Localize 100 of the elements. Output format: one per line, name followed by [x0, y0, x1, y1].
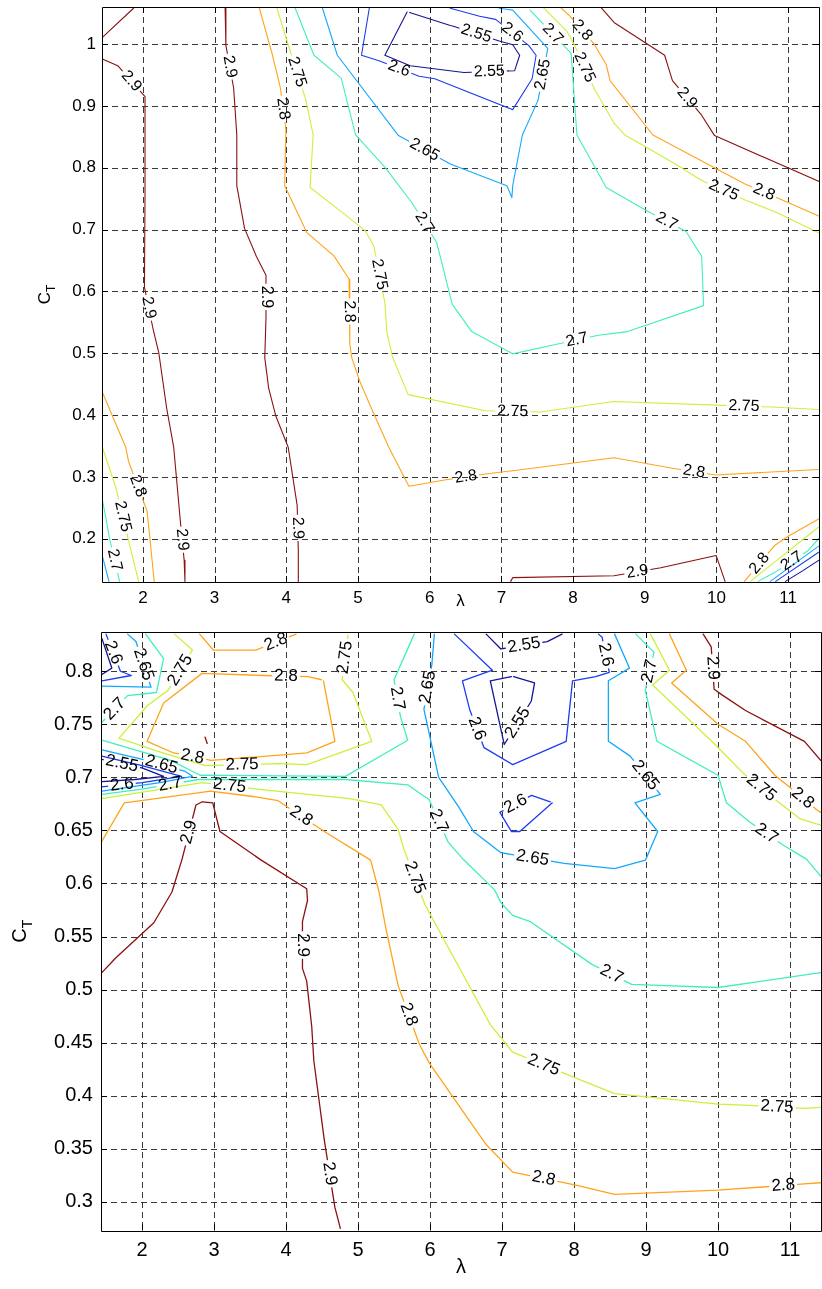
annotation: 2.7 [539, 19, 568, 48]
annotation: 2.8 [770, 1174, 796, 1195]
annotation: 2.8 [396, 999, 423, 1029]
x-tick-label: 3 [208, 1238, 220, 1261]
annotation: 2.8 [179, 744, 207, 768]
annotation: 2.8 [569, 15, 597, 44]
annotation: 2.8 [453, 465, 479, 486]
annotation: 2.8 [787, 782, 819, 813]
annotation: 2.7 [636, 657, 661, 685]
annotation: 2.9 [173, 527, 193, 552]
annotation: 2.8 [744, 548, 773, 577]
annotation: 2.6 [386, 55, 413, 80]
annotation: 2.75 [742, 769, 781, 806]
annotation: 2.55 [506, 632, 542, 657]
x-tick-label: 10 [706, 1238, 730, 1261]
annotation: 2.6 [498, 17, 527, 46]
annotation: 2.9 [703, 655, 724, 681]
annotation: 2.9 [624, 560, 650, 581]
annotation: 2.75 [760, 1095, 795, 1117]
annotation: 2.75 [285, 54, 311, 90]
annotation: 2.75 [369, 257, 392, 292]
annotation: 2.55 [103, 750, 141, 776]
annotation: 2.55 [473, 61, 506, 80]
annotation: 2.7 [751, 818, 783, 848]
annotation: 2.75 [111, 499, 136, 534]
annotation: 2.9 [293, 933, 313, 957]
annotation: 2.8 [261, 628, 291, 655]
y-axis-title: CT [35, 284, 59, 305]
y-tick-label: 0.8 [65, 658, 93, 681]
annotation: 2.9 [118, 66, 147, 95]
annotation: 2.7 [425, 805, 453, 836]
annotation: 2.9 [258, 285, 276, 309]
annotation: 2.75 [400, 858, 431, 897]
x-tick-label: 4 [280, 1238, 292, 1261]
y-tick-label: 0.45 [54, 1030, 93, 1053]
annotation: 2.75 [332, 639, 356, 675]
annotation: 2.75 [497, 401, 529, 420]
y-tick-label: 0.6 [72, 281, 96, 301]
annotation: 2.7 [412, 208, 439, 237]
y-tick-label: 0.4 [65, 1083, 93, 1106]
annotation: 2.6 [500, 789, 531, 818]
x-tick-label: 8 [568, 1238, 580, 1261]
annotation: 2.75 [212, 773, 248, 797]
x-tick-label: 10 [707, 587, 726, 607]
annotation: 2.75 [225, 753, 259, 774]
annotation: 2.9 [220, 54, 242, 80]
annotation: 2.8 [750, 178, 779, 204]
annotation: 2.7 [777, 547, 806, 574]
annotation: 2.65 [407, 133, 443, 164]
y-tick-label: 0.4 [72, 404, 96, 424]
annotation: 2.65 [130, 645, 159, 683]
annotation: 2.7 [386, 684, 410, 712]
y-tick-label: 0.55 [54, 924, 93, 947]
x-tick-label: 6 [424, 587, 435, 607]
annotation: 2.7 [156, 772, 184, 795]
x-tick-label: 7 [496, 587, 507, 607]
y-tick-label: 1 [86, 33, 96, 53]
x-tick-label: 11 [779, 587, 797, 607]
annotation: 2.9 [319, 1160, 342, 1187]
x-tick-label: 4 [281, 587, 291, 607]
annotation: 2.6 [100, 637, 128, 667]
annotation: 2.65 [530, 57, 554, 92]
y-tick-label: 0.9 [72, 95, 96, 115]
annotation: 2.9 [176, 818, 201, 846]
annotation: 2.6 [594, 641, 619, 669]
annotation: 2.9 [674, 83, 702, 112]
y-tick-label: 0.3 [72, 466, 96, 486]
annotation: 2.6 [109, 773, 135, 795]
y-tick-label: 0.7 [65, 764, 93, 787]
annotation: 2.7 [597, 959, 627, 988]
x-tick-label: 5 [352, 1238, 364, 1261]
annotation: 2.75 [706, 175, 742, 204]
y-tick-label: 0.2 [72, 528, 96, 548]
annotation: 2.8 [530, 1166, 558, 1190]
y-tick-label: 0.5 [65, 977, 93, 1000]
x-axis-title: λ [456, 1255, 466, 1277]
annotation: 2.8 [126, 472, 151, 500]
y-tick-label: 0.8 [72, 157, 96, 177]
annotation: 2.65 [514, 845, 551, 870]
annotation: 2.8 [274, 96, 295, 121]
y-tick-label: 0.5 [72, 342, 96, 362]
annotation: 2.7 [653, 207, 681, 233]
x-tick-label: 11 [779, 1238, 801, 1261]
annotation: 2.8 [681, 460, 707, 481]
y-tick-label: 0.35 [54, 1136, 93, 1159]
x-axis-title: λ [456, 591, 466, 610]
x-tick-label: 6 [424, 1238, 436, 1261]
annotation: 2.7 [99, 693, 130, 724]
x-tick-label: 2 [138, 587, 148, 607]
x-tick-label: 7 [496, 1238, 508, 1261]
x-tick-label: 8 [568, 587, 578, 607]
y-tick-label: 0.75 [54, 711, 93, 734]
annotation: 2.6 [464, 713, 491, 743]
y-tick-label: 0.65 [54, 817, 93, 840]
annotation: 2.9 [290, 516, 308, 540]
annotation: 2.75 [525, 1049, 563, 1080]
x-tick-label: 9 [640, 587, 650, 607]
annotation: 2.7 [564, 328, 590, 350]
annotation: 2.55 [459, 19, 495, 46]
x-tick-label: 2 [136, 1238, 148, 1261]
